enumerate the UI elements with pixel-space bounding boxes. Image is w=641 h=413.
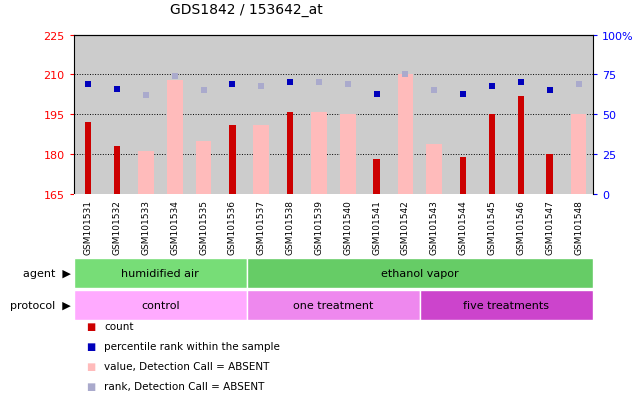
Text: one treatment: one treatment — [293, 300, 374, 310]
Text: GSM101535: GSM101535 — [199, 199, 208, 254]
Text: ■: ■ — [87, 321, 96, 331]
Text: ■: ■ — [87, 381, 96, 391]
Text: GSM101538: GSM101538 — [285, 199, 295, 254]
Text: ■: ■ — [87, 361, 96, 371]
Text: GSM101534: GSM101534 — [170, 199, 179, 254]
Bar — [287, 112, 293, 195]
Bar — [85, 123, 91, 195]
Text: GSM101533: GSM101533 — [141, 199, 151, 254]
Text: GSM101539: GSM101539 — [314, 199, 324, 254]
Text: rank, Detection Call = ABSENT: rank, Detection Call = ABSENT — [104, 381, 265, 391]
Text: GSM101537: GSM101537 — [256, 199, 266, 254]
Bar — [547, 155, 553, 195]
Text: value, Detection Call = ABSENT: value, Detection Call = ABSENT — [104, 361, 270, 371]
Text: count: count — [104, 321, 134, 331]
Bar — [196, 142, 212, 195]
Bar — [247, 259, 593, 288]
Text: GSM101541: GSM101541 — [372, 199, 381, 254]
Bar — [374, 160, 379, 195]
Bar — [489, 115, 495, 195]
Bar — [420, 290, 593, 320]
Text: agent  ▶: agent ▶ — [22, 268, 71, 278]
Text: GSM101545: GSM101545 — [487, 199, 497, 254]
Text: ethanol vapor: ethanol vapor — [381, 268, 459, 278]
Text: GSM101542: GSM101542 — [401, 199, 410, 254]
Bar — [74, 259, 247, 288]
Bar — [138, 152, 154, 195]
Text: GSM101546: GSM101546 — [516, 199, 526, 254]
Bar — [426, 144, 442, 195]
Bar — [114, 147, 120, 195]
Text: GSM101543: GSM101543 — [429, 199, 439, 254]
Text: GSM101544: GSM101544 — [458, 199, 468, 254]
Bar — [253, 126, 269, 195]
Text: protocol  ▶: protocol ▶ — [10, 300, 71, 310]
Text: GSM101547: GSM101547 — [545, 199, 554, 254]
Text: GSM101531: GSM101531 — [83, 199, 93, 254]
Bar — [74, 290, 247, 320]
Text: humidified air: humidified air — [121, 268, 199, 278]
Bar — [229, 126, 235, 195]
Text: percentile rank within the sample: percentile rank within the sample — [104, 341, 280, 351]
Text: GSM101536: GSM101536 — [228, 199, 237, 254]
Bar — [247, 290, 420, 320]
Bar — [518, 97, 524, 195]
Text: GSM101532: GSM101532 — [112, 199, 122, 254]
Text: GSM101540: GSM101540 — [343, 199, 353, 254]
Bar — [167, 81, 183, 195]
Bar — [570, 115, 587, 195]
Text: GSM101548: GSM101548 — [574, 199, 583, 254]
Bar — [340, 115, 356, 195]
Text: control: control — [141, 300, 179, 310]
Bar — [311, 112, 327, 195]
Text: GDS1842 / 153642_at: GDS1842 / 153642_at — [170, 3, 322, 17]
Text: ■: ■ — [87, 341, 96, 351]
Bar — [397, 75, 413, 195]
Text: five treatments: five treatments — [463, 300, 549, 310]
Bar — [460, 157, 466, 195]
